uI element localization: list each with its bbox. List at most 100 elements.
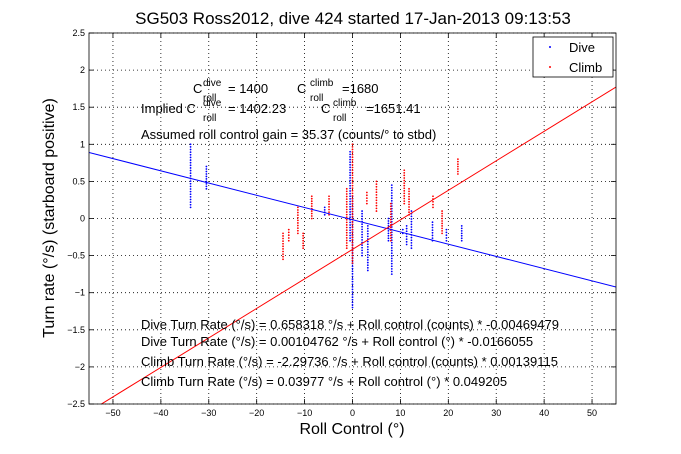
c-roll-dive-sub: roll bbox=[203, 93, 216, 104]
climb-point bbox=[302, 247, 305, 250]
dive-point bbox=[361, 254, 363, 257]
dive-point bbox=[361, 249, 363, 252]
dive-point bbox=[445, 228, 448, 231]
y-axis-label: Turn rate (°/s) (starboard positive) bbox=[41, 98, 58, 338]
dive-point bbox=[349, 179, 351, 182]
climb-point bbox=[441, 220, 443, 222]
legend-dive-label: Dive bbox=[569, 40, 595, 55]
dive-point bbox=[351, 280, 354, 283]
climb-point bbox=[328, 205, 330, 208]
dive-point bbox=[387, 232, 390, 235]
dive-point bbox=[405, 240, 408, 243]
climb-point bbox=[345, 200, 348, 203]
dive-point bbox=[349, 205, 351, 208]
dive-point bbox=[401, 228, 404, 231]
dive-point bbox=[390, 254, 393, 257]
climb-point bbox=[287, 239, 290, 242]
dive-point bbox=[205, 168, 208, 170]
c-roll-climb-c: C bbox=[297, 81, 306, 96]
climb-point bbox=[287, 234, 290, 237]
dive-point bbox=[349, 232, 351, 234]
dive-point bbox=[366, 264, 369, 267]
dive-turn-rate-deg-annotation: Dive Turn Rate (°/s) = 0.00104762 °/s + … bbox=[141, 334, 533, 349]
climb-point bbox=[345, 190, 348, 193]
climb-point bbox=[403, 200, 406, 202]
climb-point bbox=[375, 204, 378, 207]
climb-point bbox=[282, 250, 284, 253]
climb-point bbox=[345, 195, 348, 198]
y-tick-label: −1.5 bbox=[67, 325, 85, 335]
climb-point bbox=[408, 190, 410, 193]
dive-point bbox=[361, 238, 363, 241]
climb-point bbox=[403, 179, 406, 182]
c-roll-climb-sup: climb bbox=[310, 78, 334, 89]
implied-climb-value: =1651.41 bbox=[366, 101, 421, 116]
fit-lines bbox=[89, 86, 616, 404]
dive-point bbox=[349, 187, 351, 190]
dive-point bbox=[431, 237, 434, 240]
dive-point bbox=[351, 296, 354, 299]
climb-point bbox=[441, 227, 443, 230]
dive-point bbox=[349, 174, 351, 177]
dive-point bbox=[390, 273, 393, 276]
climb-point bbox=[328, 197, 330, 200]
dive-point bbox=[205, 170, 208, 173]
dive-point bbox=[205, 178, 208, 180]
dive-point bbox=[323, 206, 326, 209]
climb-point bbox=[389, 234, 392, 237]
climb-point bbox=[328, 203, 330, 206]
climb-point bbox=[389, 213, 392, 216]
chart-title: SG503 Ross2012, dive 424 started 17-Jan-… bbox=[135, 9, 571, 28]
dive-point bbox=[349, 234, 351, 237]
dive-point bbox=[349, 166, 351, 169]
dive-point bbox=[189, 169, 192, 172]
dive-point bbox=[349, 192, 351, 195]
dive-point bbox=[387, 217, 390, 220]
dive-point bbox=[351, 304, 354, 306]
series-climb bbox=[282, 143, 459, 264]
dive-point bbox=[189, 203, 192, 206]
climb-point bbox=[365, 191, 368, 194]
climb-point bbox=[403, 195, 406, 197]
dive-point bbox=[390, 260, 393, 262]
dive-point bbox=[349, 200, 351, 203]
dive-point bbox=[445, 239, 448, 242]
dive-point bbox=[189, 172, 192, 175]
y-tick-label: 2.5 bbox=[72, 28, 85, 38]
climb-point bbox=[351, 195, 354, 197]
climb-point bbox=[345, 198, 348, 201]
climb-point bbox=[351, 236, 354, 239]
dive-point bbox=[431, 234, 434, 237]
dive-point bbox=[189, 193, 192, 196]
climb-point bbox=[432, 206, 434, 209]
dive-point bbox=[431, 221, 434, 224]
climb-point bbox=[351, 223, 354, 226]
climb-point bbox=[351, 205, 354, 208]
dive-point bbox=[390, 270, 393, 273]
dive-point bbox=[349, 221, 351, 224]
climb-point bbox=[389, 216, 392, 218]
climb-point bbox=[282, 242, 284, 245]
implied-dive-sub: roll bbox=[203, 113, 216, 124]
dive-point bbox=[349, 197, 351, 200]
climb-point bbox=[345, 213, 348, 216]
c-roll-dive-value: = 1400 bbox=[228, 81, 268, 96]
climb-point bbox=[351, 182, 354, 184]
climb-point bbox=[302, 234, 305, 237]
dive-point bbox=[349, 156, 351, 158]
y-tick-label: −2.5 bbox=[67, 399, 85, 409]
dive-point bbox=[349, 177, 351, 179]
dive-point bbox=[361, 218, 363, 220]
climb-point bbox=[345, 208, 348, 211]
dive-point bbox=[405, 230, 408, 233]
dive-point bbox=[349, 195, 351, 198]
dive-point bbox=[366, 261, 369, 264]
climb-point bbox=[351, 148, 354, 151]
x-tick-label: −20 bbox=[249, 408, 264, 418]
dive-point bbox=[390, 194, 393, 197]
dive-point bbox=[189, 153, 192, 156]
climb-point bbox=[351, 233, 354, 236]
dive-point bbox=[431, 226, 434, 229]
climb-point bbox=[345, 247, 348, 250]
climb-turn-rate-deg-annotation: Climb Turn Rate (°/s) = 0.03977 °/s + Ro… bbox=[141, 374, 507, 389]
